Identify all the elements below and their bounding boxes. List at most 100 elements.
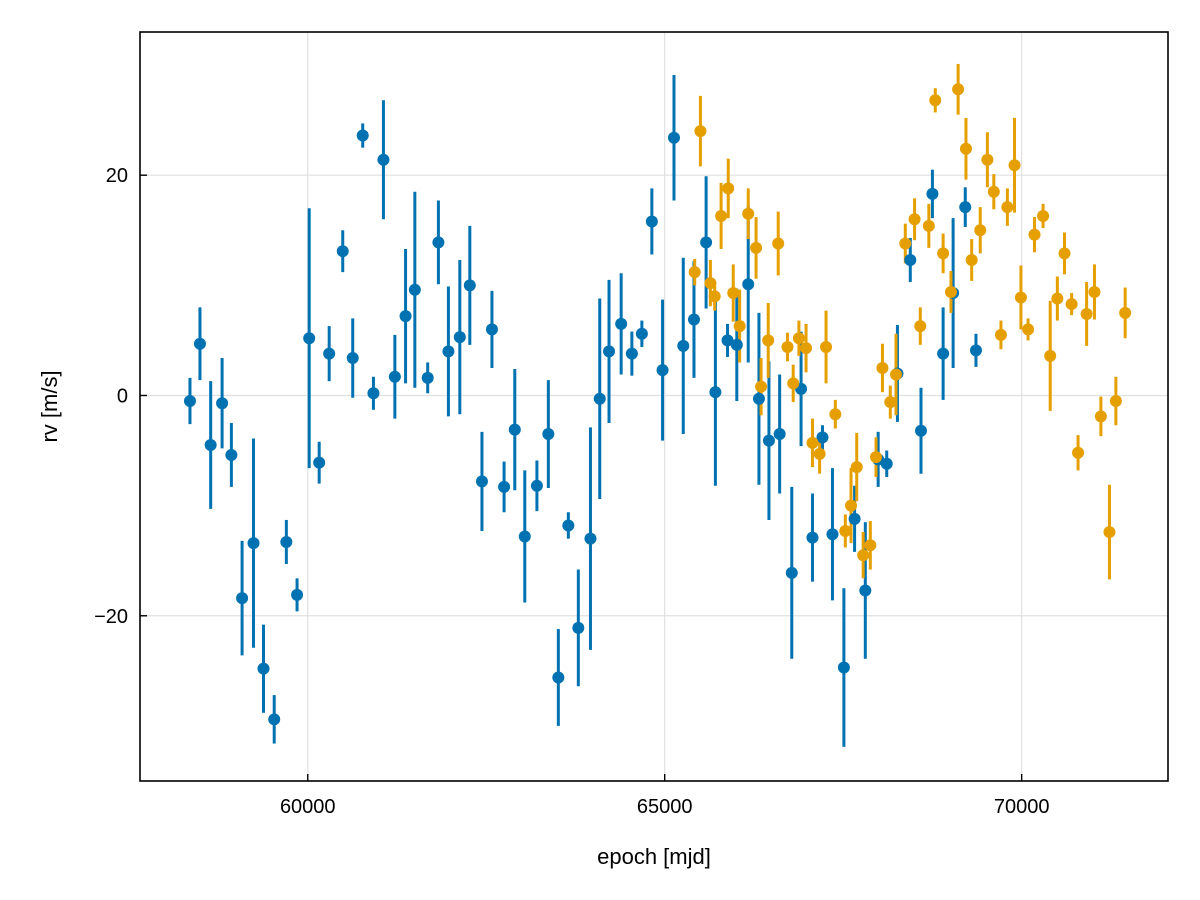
series-2-point <box>1080 307 1093 320</box>
series-1-point <box>356 129 369 142</box>
series-2-point <box>792 332 805 345</box>
y-tick-label: −20 <box>94 606 128 628</box>
series-1-point <box>193 337 206 350</box>
series-2-point <box>722 182 735 195</box>
series-1-point <box>806 531 819 544</box>
y-axis-title: rv [m/s] <box>37 370 62 442</box>
series-1-point <box>603 345 616 358</box>
series-2-point <box>876 361 889 374</box>
series-1-point <box>656 364 669 377</box>
series-1-point <box>926 187 939 200</box>
series-1-point <box>225 448 238 461</box>
series-1-point <box>816 431 829 444</box>
series-2-point <box>952 83 965 96</box>
axis-ticks: 60000 65000 70000 −20 0 20 <box>94 165 1049 818</box>
series-1-point <box>346 352 359 365</box>
series-1-point <box>204 439 217 452</box>
x-axis-title: epoch [mjd] <box>597 844 711 869</box>
series-2-point <box>981 153 994 166</box>
series-2-point <box>929 94 942 107</box>
series-2-point <box>1008 159 1021 172</box>
series-1-point <box>969 344 982 357</box>
series-2-point <box>1001 201 1014 214</box>
series-1-point <box>303 332 316 345</box>
series-1-point <box>408 283 421 296</box>
series-2-point <box>1037 209 1050 222</box>
series-1-point <box>475 475 488 488</box>
series-2-point <box>974 224 987 237</box>
series-2-point <box>1072 446 1085 459</box>
series-2-point <box>914 320 927 333</box>
series-2-point <box>899 237 912 250</box>
series-1-point <box>421 371 434 384</box>
series-2-point <box>806 436 819 449</box>
series-2-point <box>1058 247 1071 260</box>
series-2-point <box>884 396 897 409</box>
series-1-point <box>552 671 565 684</box>
series-1-point <box>848 512 861 525</box>
series-1-point <box>388 370 401 383</box>
series-1-point <box>584 532 597 545</box>
series-1-point <box>367 387 380 400</box>
series-1-point <box>742 278 755 291</box>
series-2-point <box>839 524 852 537</box>
series-1-point <box>859 584 872 597</box>
series-1-point <box>752 392 765 405</box>
series-1-point <box>667 131 680 144</box>
series-1-point <box>687 313 700 326</box>
series-2-point <box>987 185 1000 198</box>
series-2-point <box>1103 526 1116 539</box>
series-1-point <box>937 347 950 360</box>
series-1-point <box>530 479 543 492</box>
series-2-point <box>708 290 721 303</box>
y-tick-label: 0 <box>117 385 128 407</box>
series-2-point <box>750 241 763 254</box>
data-points <box>183 83 1132 726</box>
series-1-point <box>485 323 498 336</box>
series-1-point <box>959 201 972 214</box>
series-2-point <box>850 461 863 474</box>
series-1-point <box>247 537 260 550</box>
series-1-point <box>562 519 575 532</box>
series-2-point <box>800 342 813 355</box>
series-1-point <box>268 713 281 726</box>
series-2-point <box>922 219 935 232</box>
series-1-point <box>399 310 412 323</box>
series-2-point <box>965 254 978 267</box>
x-tick-label: 70000 <box>994 796 1050 818</box>
series-1-point <box>709 386 722 399</box>
series-2-point <box>1109 394 1122 407</box>
series-1-point <box>826 528 839 541</box>
series-1-point <box>773 428 786 441</box>
series-2-point <box>1065 298 1078 311</box>
series-2-point <box>733 320 746 333</box>
series-2-point <box>1094 410 1107 423</box>
gridlines <box>140 32 1168 781</box>
series-2-point <box>704 277 717 290</box>
x-tick-label: 65000 <box>637 796 693 818</box>
plot-frame <box>139 31 1169 782</box>
series-1-point <box>377 153 390 166</box>
y-tick-label: 20 <box>106 165 128 187</box>
series-2-point <box>959 142 972 155</box>
series-2-point <box>1119 306 1132 319</box>
series-1-point <box>463 279 476 292</box>
series-1-point <box>730 338 743 351</box>
series-1-point <box>645 215 658 228</box>
series-1-point <box>323 347 336 360</box>
series-1-point <box>183 394 196 407</box>
series-1-point <box>291 588 304 601</box>
series-1-point <box>453 331 466 344</box>
series-2-point <box>1022 323 1035 336</box>
series-1-point <box>625 347 638 360</box>
series-2-point <box>820 341 833 354</box>
series-1-point <box>508 423 521 436</box>
series-1-point <box>914 424 927 437</box>
series-1-point <box>700 236 713 249</box>
series-1-point <box>880 457 893 470</box>
series-2-point <box>908 213 921 226</box>
series-2-point <box>829 408 842 421</box>
series-2-point <box>781 341 794 354</box>
series-2-point <box>1014 291 1027 304</box>
series-2-point <box>742 207 755 220</box>
